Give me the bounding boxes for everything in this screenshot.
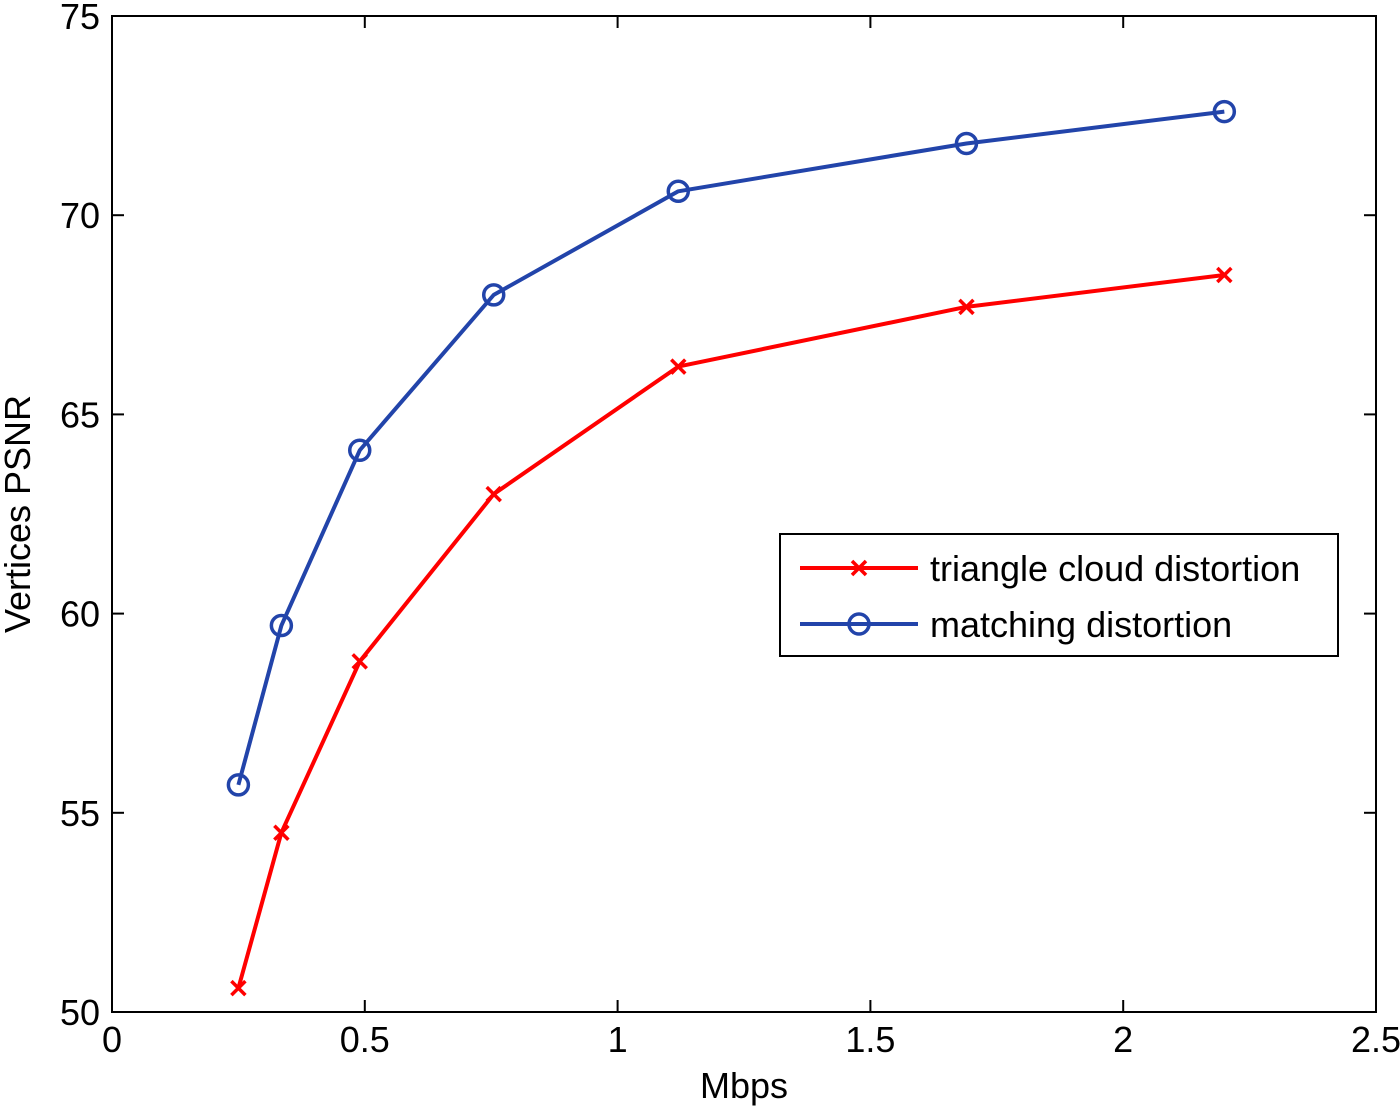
legend-item: matching distortion	[800, 604, 1232, 645]
data-point	[273, 824, 290, 841]
axis-ticks: 0 0.5 1 1.5 2 2.5 50 55 60 65 70 75	[60, 0, 1400, 1060]
y-tick-label: 70	[60, 195, 100, 236]
legend-marker	[847, 612, 871, 636]
data-point	[485, 485, 502, 503]
legend-item: triangle cloud distortion	[800, 548, 1300, 589]
x-tick-label: 0	[102, 1019, 122, 1060]
series-line	[236, 109, 1225, 786]
data-point	[351, 653, 368, 670]
x-tick-label: 0.5	[340, 1019, 390, 1060]
data-point	[226, 773, 251, 797]
data-point	[1212, 99, 1237, 124]
data-point	[347, 438, 372, 463]
series-layer	[226, 99, 1237, 997]
data-point	[954, 131, 979, 156]
y-tick-label: 75	[60, 0, 100, 37]
x-tick-label: 1.5	[845, 1019, 895, 1060]
y-tick-label: 55	[60, 793, 100, 834]
x-tick-label: 2	[1113, 1019, 1133, 1060]
x-tick-label: 2.5	[1351, 1019, 1400, 1060]
y-tick-label: 60	[60, 594, 100, 635]
plot-area	[111, 15, 1377, 1013]
y-tick-label: 50	[60, 992, 100, 1033]
data-point	[269, 613, 294, 638]
data-point	[1216, 266, 1233, 284]
legend-box	[779, 533, 1339, 657]
y-tick-label: 65	[60, 394, 100, 435]
legend: triangle cloud distortion matching distor…	[779, 533, 1339, 657]
data-point	[958, 298, 975, 316]
series-0	[230, 266, 1233, 997]
legend-label: triangle cloud distortion	[930, 548, 1300, 589]
x-tick-label: 1	[608, 1019, 628, 1060]
series-1	[226, 99, 1237, 797]
data-point	[481, 283, 506, 307]
x-axis-label: Mbps	[700, 1065, 788, 1106]
y-axis-label: Vertices PSNR	[0, 395, 38, 633]
data-point	[666, 179, 691, 204]
data-point	[230, 979, 247, 997]
legend-marker	[850, 559, 868, 577]
data-point	[670, 358, 687, 375]
legend-label: matching distortion	[930, 604, 1232, 645]
